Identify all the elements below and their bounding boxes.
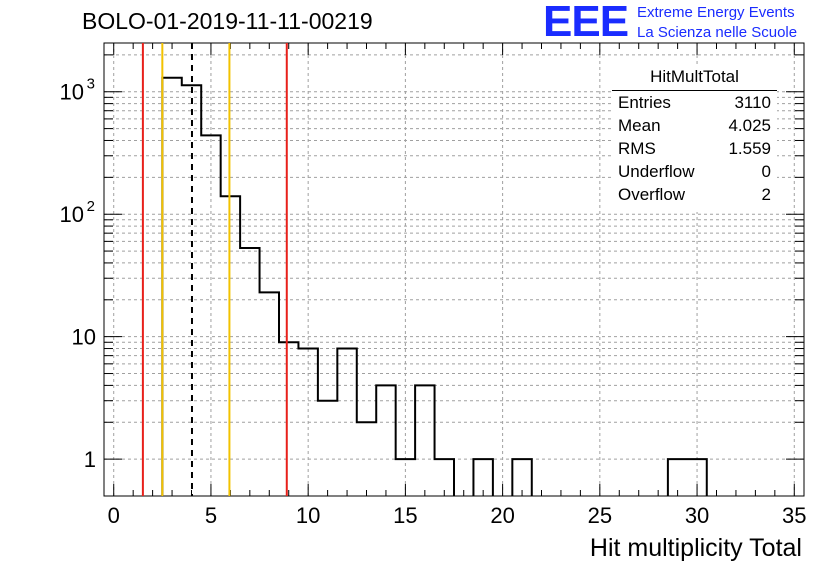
histogram-bin [260, 292, 279, 496]
histogram-bin [687, 459, 706, 496]
stats-row-mean: Mean 4.025 [612, 114, 777, 137]
x-tick-label: 30 [685, 503, 709, 528]
x-tick-label: 0 [108, 503, 120, 528]
eee-logo: EEE [543, 0, 629, 46]
x-tick-label: 5 [205, 503, 217, 528]
histogram-bin [240, 248, 259, 496]
histogram-bin [473, 459, 492, 496]
stats-row-overflow: Overflow 2 [612, 183, 777, 206]
chart-title: BOLO-01-2019-11-11-00219 [82, 8, 373, 34]
x-tick-label: 15 [393, 503, 417, 528]
stats-row-entries: Entries 3110 [612, 91, 777, 114]
stats-row-underflow: Underflow 0 [612, 160, 777, 183]
histogram-bin [415, 385, 434, 496]
stats-value: 1.559 [728, 139, 771, 158]
x-tick-label: 10 [296, 503, 320, 528]
histogram-bin [376, 385, 395, 496]
logo-line-2: La Scienza nelle Scuole [637, 24, 798, 41]
y-tick-exponent: 2 [87, 198, 95, 215]
stats-label: Entries [618, 93, 671, 112]
y-tick-exponent: 3 [87, 76, 95, 93]
x-tick-label: 20 [490, 503, 514, 528]
stats-row-rms: RMS 1.559 [612, 137, 777, 160]
x-tick-label: 25 [588, 503, 612, 528]
histogram-bin [279, 342, 298, 496]
stats-value: 2 [761, 185, 771, 204]
histogram-bin [318, 401, 337, 496]
y-tick-label: 10 [60, 202, 84, 227]
stats-label: RMS [618, 139, 656, 158]
histogram-bin [435, 459, 454, 496]
x-axis-label: Hit multiplicity Total [589, 534, 802, 562]
stats-value: 0 [761, 162, 771, 181]
histogram-bin [396, 459, 415, 496]
y-tick-label: 10 [60, 80, 84, 105]
stats-value: 3110 [734, 93, 771, 112]
histogram-bin [668, 459, 687, 496]
stats-box-name: HitMultTotal [612, 64, 777, 91]
histogram-bin [298, 349, 317, 496]
stats-value: 4.025 [728, 116, 771, 135]
stats-label: Mean [618, 116, 661, 135]
histogram-bin [162, 78, 181, 496]
histogram-outline [161, 76, 708, 496]
histogram-bin [512, 459, 531, 496]
y-tick-label: 1 [84, 447, 96, 472]
histogram-bin [201, 135, 220, 496]
y-tick-label: 10 [72, 325, 96, 350]
x-tick-label: 35 [782, 503, 806, 528]
stats-box: HitMultTotal Entries 3110 Mean 4.025 RMS… [612, 64, 777, 212]
stats-label: Underflow [618, 162, 695, 181]
stats-label: Overflow [618, 185, 686, 204]
histogram-bin [357, 422, 376, 496]
logo-line-1: Extreme Energy Events [637, 4, 795, 21]
histogram-bin [337, 349, 356, 496]
